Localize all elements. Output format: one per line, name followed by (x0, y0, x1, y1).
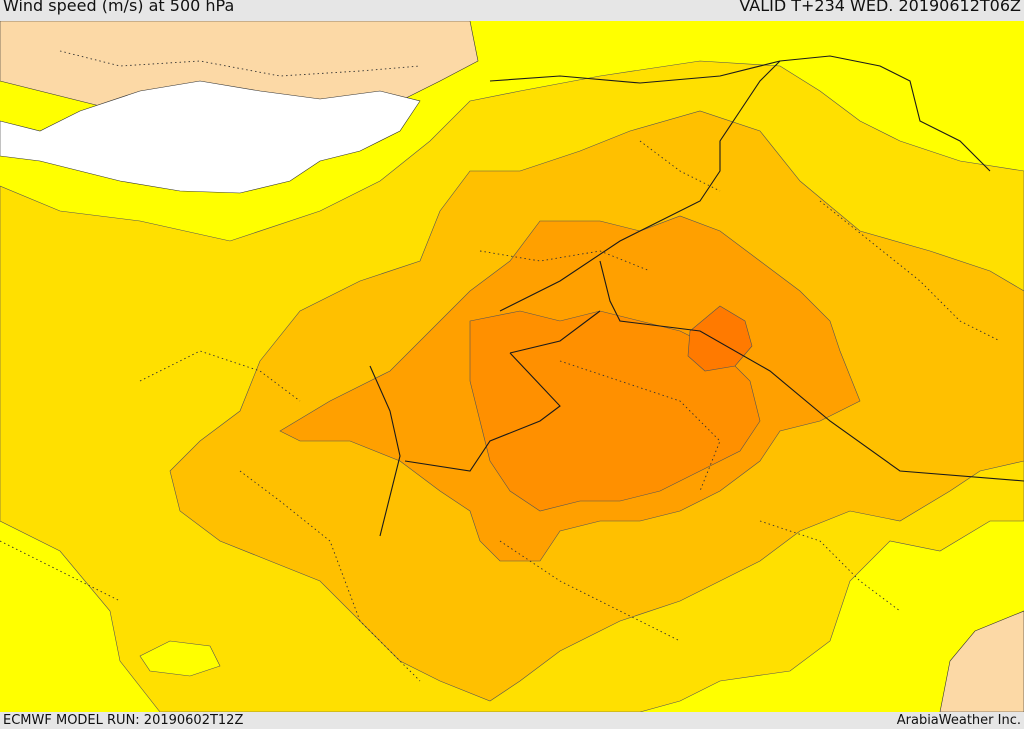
country-borders (369, 55, 1024, 537)
credit-label: ArabiaWeather Inc. (896, 713, 1021, 728)
band-5 (469, 310, 761, 512)
land-region-southeast (939, 610, 1024, 712)
valid-time: VALID T+234 WED. 20190612T06Z (739, 0, 1021, 15)
header-bar: Wind speed (m/s) at 500 hPa VALID T+234 … (0, 0, 1024, 21)
yellow-pocket (139, 640, 221, 677)
wind-speed-map (0, 21, 1024, 712)
map-area (0, 21, 1024, 712)
map-title: Wind speed (m/s) at 500 hPa (3, 0, 235, 15)
province-boundaries (0, 50, 1001, 682)
footer-bar: ECMWF MODEL RUN: 20190602T12Z ArabiaWeat… (0, 712, 1024, 729)
sea-area (0, 80, 421, 194)
model-run-label: ECMWF MODEL RUN: 20190602T12Z (3, 713, 244, 728)
